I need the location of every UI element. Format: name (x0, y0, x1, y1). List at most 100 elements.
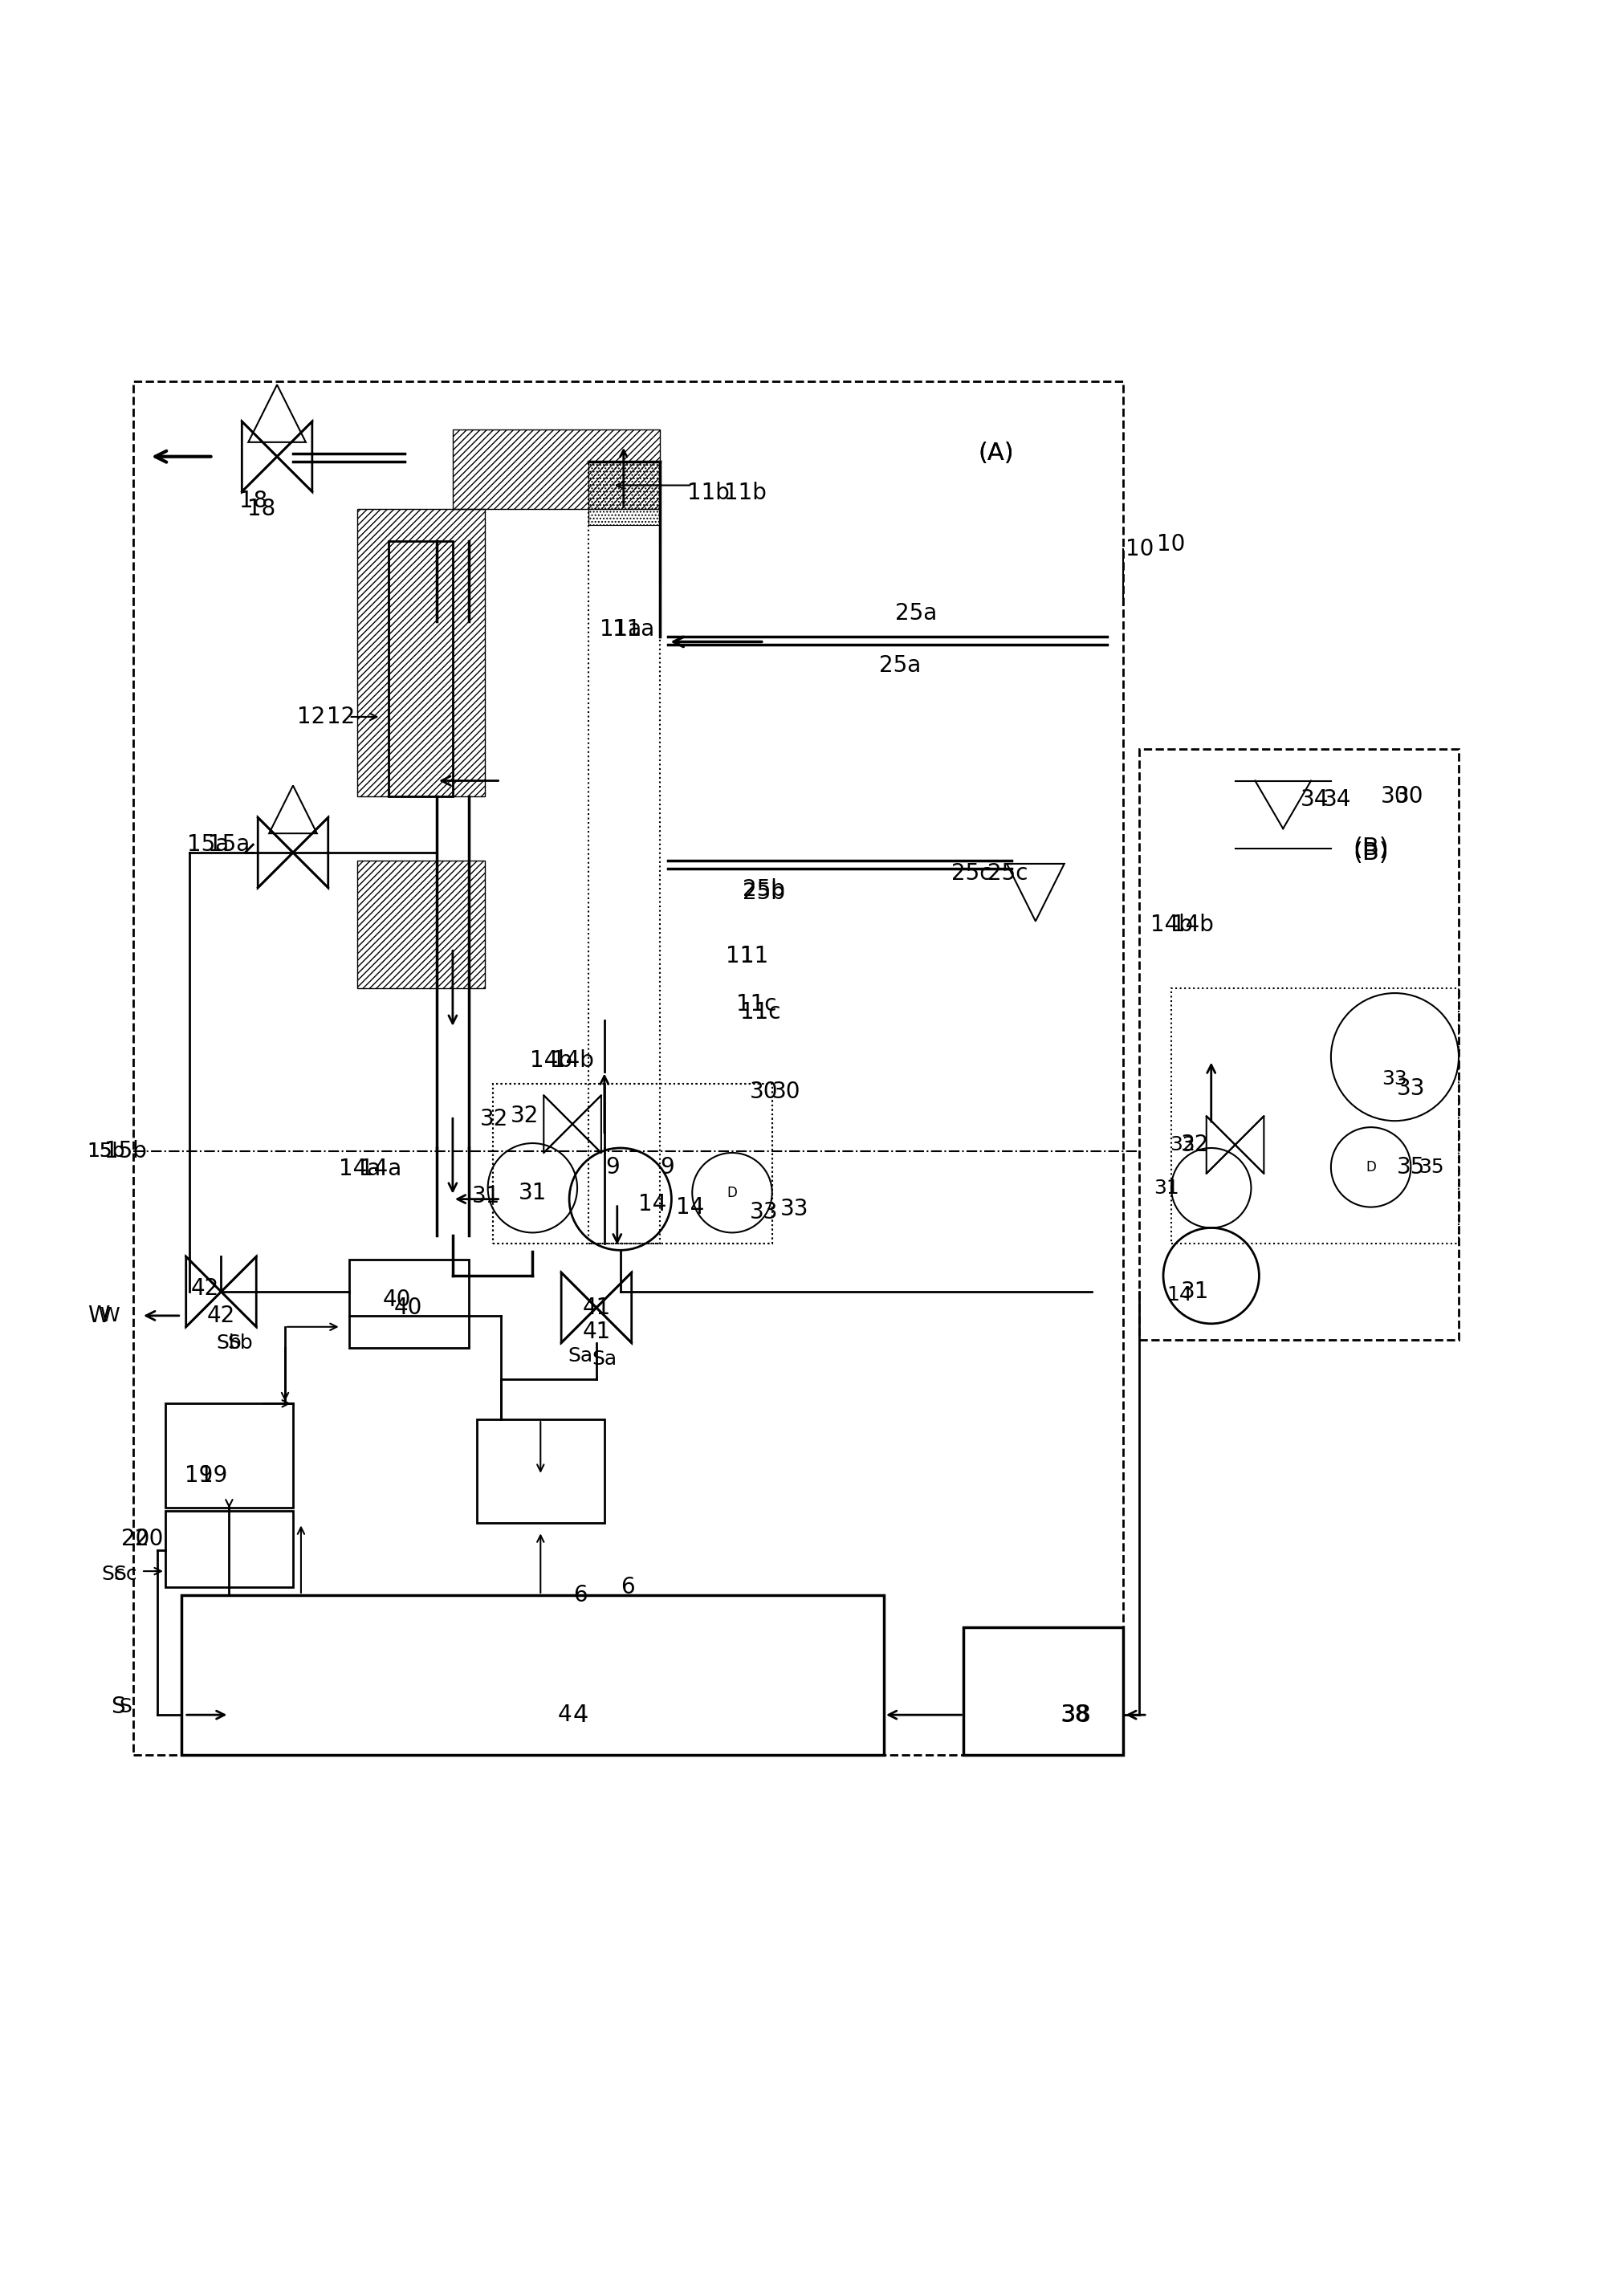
Text: 14: 14 (677, 1196, 704, 1219)
Text: 25b: 25b (743, 882, 785, 905)
Text: 35: 35 (1397, 1155, 1425, 1178)
Text: 35: 35 (1418, 1157, 1444, 1178)
Text: S: S (119, 1697, 132, 1717)
Text: 9: 9 (605, 1155, 619, 1178)
Text: (B): (B) (1352, 840, 1389, 863)
Bar (357, 861, 484, 987)
Text: 11a: 11a (600, 618, 642, 641)
Text: 30: 30 (772, 1081, 801, 1104)
Text: 20: 20 (135, 1529, 164, 1550)
Text: 42: 42 (191, 1277, 219, 1300)
Text: (A): (A) (978, 441, 1013, 466)
Text: 31: 31 (1180, 1281, 1209, 1302)
Text: 11b: 11b (724, 482, 767, 505)
Text: 19: 19 (185, 1465, 214, 1486)
Bar (166, 1403, 293, 1506)
Text: 6: 6 (574, 1584, 587, 1607)
Text: 25b: 25b (743, 877, 785, 900)
Text: 33: 33 (1383, 1070, 1407, 1088)
Text: 15b: 15b (87, 1141, 125, 1162)
Text: 40: 40 (383, 1288, 412, 1311)
Text: 20: 20 (121, 1529, 150, 1550)
Text: 9: 9 (661, 1155, 674, 1178)
Text: Sb: Sb (217, 1334, 241, 1352)
Text: 18: 18 (248, 498, 275, 521)
Text: 14b: 14b (1150, 914, 1193, 937)
Text: 11: 11 (725, 946, 754, 967)
Text: 15b: 15b (87, 1141, 125, 1162)
Bar (389, 542, 453, 797)
Text: 30: 30 (1394, 785, 1423, 808)
Text: 34: 34 (1301, 788, 1330, 810)
Bar (963, 1628, 1124, 1754)
Text: 25c: 25c (952, 861, 992, 884)
Text: 14a: 14a (360, 1157, 402, 1180)
Bar (589, 461, 661, 1244)
Text: 15a: 15a (207, 833, 251, 856)
Text: 6: 6 (621, 1575, 635, 1598)
Text: Sc: Sc (114, 1566, 137, 1584)
Text: 14: 14 (1166, 1286, 1192, 1304)
Text: (B): (B) (1352, 836, 1389, 859)
Text: 25c: 25c (987, 861, 1028, 884)
Text: 12: 12 (296, 705, 325, 728)
Text: 31: 31 (1155, 1178, 1179, 1199)
Text: 11b: 11b (687, 482, 730, 505)
Text: S: S (111, 1697, 125, 1717)
Bar (1140, 748, 1458, 1339)
Text: 31: 31 (473, 1185, 500, 1208)
Text: 15a: 15a (187, 833, 228, 856)
Text: 30: 30 (1381, 785, 1409, 808)
Text: 14a: 14a (339, 1157, 381, 1180)
Text: 15b: 15b (105, 1139, 146, 1162)
Bar (357, 510, 484, 797)
Text: 33: 33 (749, 1201, 778, 1224)
Text: Sb: Sb (228, 1334, 252, 1352)
Text: 41: 41 (582, 1297, 611, 1318)
Text: 34: 34 (1323, 788, 1351, 810)
Bar (453, 429, 661, 510)
Text: (A): (A) (978, 441, 1013, 466)
Text: 40: 40 (394, 1297, 423, 1318)
Text: 41: 41 (582, 1320, 611, 1343)
Text: 11: 11 (740, 946, 769, 967)
Text: 11c: 11c (740, 1001, 780, 1024)
Bar (1171, 987, 1458, 1244)
Text: 12: 12 (326, 705, 355, 728)
Text: 10: 10 (1126, 537, 1153, 560)
Text: 33: 33 (1397, 1077, 1425, 1100)
Bar (182, 1596, 884, 1754)
Text: 11a: 11a (613, 618, 654, 641)
Text: 38: 38 (1061, 1704, 1090, 1727)
Bar (492, 1084, 772, 1244)
Text: 25a: 25a (880, 654, 921, 677)
Text: 25a: 25a (894, 602, 937, 625)
Text: Sc: Sc (101, 1566, 125, 1584)
Text: 4: 4 (558, 1704, 571, 1727)
Text: W: W (100, 1306, 119, 1325)
Text: 11c: 11c (736, 994, 777, 1015)
Text: 32: 32 (1180, 1134, 1209, 1157)
Text: 33: 33 (780, 1199, 809, 1219)
Text: Sa: Sa (592, 1350, 617, 1368)
Text: 14b: 14b (552, 1049, 593, 1072)
Bar (476, 1419, 605, 1522)
Text: D: D (727, 1185, 738, 1201)
Bar (589, 461, 661, 526)
Text: 4: 4 (572, 1704, 589, 1727)
Text: 14b: 14b (1171, 914, 1214, 937)
Text: 31: 31 (518, 1182, 547, 1203)
Text: 32: 32 (481, 1109, 508, 1130)
Text: W: W (87, 1304, 109, 1327)
Text: 14b: 14b (531, 1049, 572, 1072)
Text: D: D (1365, 1159, 1376, 1173)
Bar (133, 381, 1124, 1754)
Text: 38: 38 (1060, 1704, 1092, 1727)
Bar (166, 1511, 293, 1587)
Text: 42: 42 (207, 1304, 235, 1327)
Text: 32: 32 (510, 1104, 539, 1127)
Text: 18: 18 (240, 489, 267, 512)
Text: 30: 30 (749, 1081, 778, 1104)
Bar (349, 1261, 468, 1348)
Text: 10: 10 (1158, 533, 1185, 556)
